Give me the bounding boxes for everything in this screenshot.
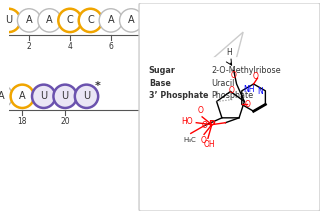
- Text: 18: 18: [18, 117, 27, 126]
- Text: U: U: [5, 15, 12, 25]
- Text: U: U: [209, 15, 217, 25]
- Text: *: *: [94, 81, 100, 91]
- FancyBboxPatch shape: [139, 3, 320, 211]
- Circle shape: [263, 9, 286, 32]
- Text: U: U: [271, 15, 278, 25]
- Text: A: A: [19, 91, 26, 101]
- Circle shape: [58, 9, 82, 32]
- Text: 2: 2: [27, 42, 31, 51]
- Circle shape: [79, 9, 102, 32]
- Text: U: U: [83, 91, 90, 101]
- Circle shape: [99, 9, 123, 32]
- Text: U: U: [250, 15, 257, 25]
- Text: HO: HO: [182, 117, 193, 126]
- Text: Base: Base: [149, 79, 171, 88]
- Circle shape: [17, 9, 41, 32]
- Text: A: A: [169, 15, 175, 25]
- Circle shape: [11, 85, 34, 108]
- Text: O: O: [252, 72, 259, 81]
- Circle shape: [53, 85, 77, 108]
- Text: N: N: [258, 87, 263, 96]
- Circle shape: [0, 9, 20, 32]
- Text: A: A: [46, 15, 53, 25]
- Text: 6: 6: [108, 42, 113, 51]
- Text: Uracil: Uracil: [211, 79, 235, 88]
- Text: O: O: [228, 86, 235, 95]
- Circle shape: [120, 9, 143, 32]
- Circle shape: [222, 9, 245, 32]
- Text: 8: 8: [149, 42, 154, 51]
- Text: A: A: [230, 15, 237, 25]
- Circle shape: [38, 9, 61, 32]
- Text: 2-O-Methylribose: 2-O-Methylribose: [211, 66, 281, 75]
- Text: O: O: [200, 136, 206, 145]
- Text: 4: 4: [68, 42, 72, 51]
- Circle shape: [160, 9, 184, 32]
- Text: O: O: [202, 121, 207, 130]
- Text: U: U: [61, 91, 69, 101]
- Text: O: O: [245, 100, 251, 109]
- Polygon shape: [213, 32, 243, 58]
- Text: C: C: [87, 15, 94, 25]
- Text: C: C: [291, 15, 298, 25]
- Text: OH: OH: [204, 140, 216, 149]
- Circle shape: [242, 9, 266, 32]
- Circle shape: [283, 9, 306, 32]
- Circle shape: [32, 85, 55, 108]
- Circle shape: [181, 9, 204, 32]
- Circle shape: [140, 9, 164, 32]
- Circle shape: [0, 85, 12, 108]
- Circle shape: [75, 85, 98, 108]
- Text: C: C: [67, 15, 73, 25]
- Text: G: G: [189, 15, 196, 25]
- Text: NH: NH: [244, 85, 255, 94]
- Text: G: G: [148, 15, 156, 25]
- Text: O: O: [197, 106, 203, 115]
- Text: 3’ Phosphate: 3’ Phosphate: [149, 91, 208, 100]
- Text: A: A: [26, 15, 32, 25]
- Text: Sugar: Sugar: [149, 66, 176, 75]
- Circle shape: [201, 9, 225, 32]
- Text: H: H: [226, 48, 232, 57]
- Text: A: A: [108, 15, 114, 25]
- Text: H₃C: H₃C: [183, 137, 196, 143]
- Text: Phosphate: Phosphate: [211, 91, 253, 100]
- Text: P: P: [209, 120, 215, 129]
- Text: U: U: [40, 91, 47, 101]
- Text: A: A: [128, 15, 135, 25]
- Text: A: A: [0, 91, 4, 101]
- Text: O: O: [231, 71, 236, 80]
- Text: 20: 20: [60, 117, 70, 126]
